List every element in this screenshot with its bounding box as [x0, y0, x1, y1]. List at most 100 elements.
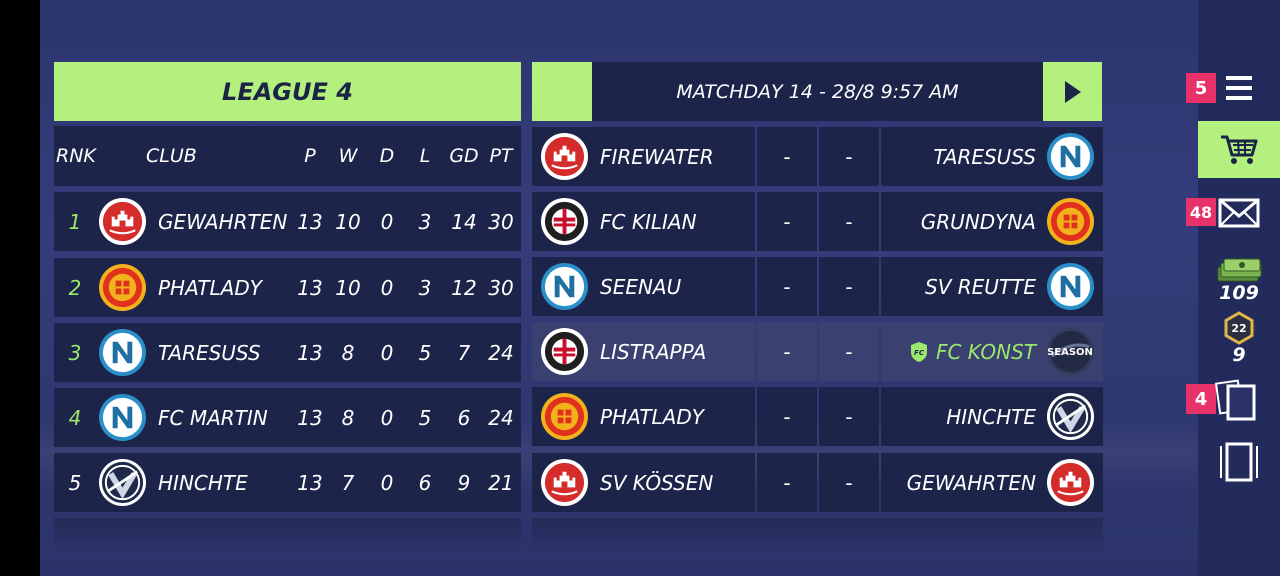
row-won: 10	[335, 275, 361, 300]
col-points: PT	[489, 145, 513, 167]
shopping-cart-icon	[1221, 135, 1258, 164]
red-castle-crest-icon	[98, 197, 147, 246]
manchester-crest-icon	[1046, 197, 1095, 246]
row-won: 8	[341, 405, 355, 430]
fixture-home-score: -	[783, 339, 791, 364]
fixture-away-score: -	[845, 404, 853, 429]
cards-icon[interactable]	[1214, 378, 1260, 422]
table-row[interactable]: 4 FC MARTIN 13 8 0 5 6 24	[54, 388, 521, 447]
fixture-away-club: FC KONST	[935, 339, 1036, 364]
table-row[interactable]: 2 PHATLADY 13 10 0 3 12 30	[54, 258, 521, 317]
fixture-row[interactable]: FC KILIAN - - GRUNDYNA	[532, 192, 1103, 251]
col-played: P	[304, 145, 316, 167]
fixture-row[interactable]: FIREWATER - - TARESUSS	[532, 127, 1103, 186]
n-crest-icon	[540, 262, 589, 311]
own-club-badge-text: FC	[914, 349, 925, 357]
fixture-home-club: SV KÖSSEN	[600, 470, 714, 495]
cards-badge: 4	[1186, 384, 1216, 414]
row-lost: 3	[418, 209, 432, 234]
matchday-banner: MATCHDAY 14 - 28/8 9:57 AM	[592, 62, 1043, 121]
fixture-away-score: -	[845, 209, 853, 234]
milan-crest-icon	[540, 327, 589, 376]
play-arrow-icon	[1064, 80, 1081, 103]
fixture-score-panel	[757, 387, 817, 446]
fixture-home-score: -	[783, 404, 791, 429]
row-rank: 3	[68, 340, 82, 365]
col-goal-diff: GD	[449, 145, 479, 167]
n-crest-icon	[98, 393, 147, 442]
fixture-row[interactable]: SV KÖSSEN - - GEWAHRTEN	[532, 453, 1103, 512]
fullscreen-frame-icon[interactable]	[1218, 440, 1260, 484]
mail-badge-count: 48	[1189, 202, 1213, 222]
menu-badge-count: 5	[1194, 77, 1208, 99]
row-club: GEWAHRTEN	[158, 209, 288, 234]
fixture-away-club-own: FC FC KONST	[910, 322, 1036, 381]
fixture-away-club: TARESUSS	[933, 144, 1036, 169]
table-row[interactable]: 1 GEWAHRTEN 13 10 0 3 14 30	[54, 192, 521, 251]
league-title: LEAGUE 4	[222, 77, 353, 106]
next-matchday-button[interactable]	[1043, 62, 1102, 121]
col-lost: L	[419, 145, 431, 167]
next-fixture-fade	[532, 518, 1103, 552]
row-played: 13	[297, 209, 323, 234]
row-goal-diff: 12	[451, 275, 477, 300]
n-crest-icon	[1046, 132, 1095, 181]
fixture-score-panel	[757, 257, 817, 316]
row-drawn: 0	[380, 209, 394, 234]
row-drawn: 0	[380, 340, 394, 365]
row-goal-diff: 7	[457, 340, 471, 365]
row-lost: 5	[418, 405, 432, 430]
row-lost: 3	[418, 275, 432, 300]
matchday-accent	[532, 62, 592, 121]
fixture-row[interactable]: SEENAU - - SV REUTTE	[532, 257, 1103, 316]
row-club: FC MARTIN	[158, 405, 268, 430]
mail-envelope-icon[interactable]	[1218, 198, 1260, 228]
table-row[interactable]: 3 TARESUSS 13 8 0 5 7 24	[54, 323, 521, 382]
fixture-home-score: -	[783, 209, 791, 234]
row-won: 10	[335, 209, 361, 234]
token-level: 22	[1231, 322, 1246, 335]
row-rank: 5	[68, 470, 82, 495]
cash-amount: 109	[1219, 282, 1259, 304]
own-club-shield-icon: FC	[910, 341, 927, 362]
season-crest-icon: SEASON	[1046, 327, 1095, 376]
col-won: W	[338, 145, 358, 167]
row-points: 21	[488, 470, 514, 495]
row-rank: 1	[68, 209, 82, 234]
fixture-score-panel	[757, 453, 817, 512]
fixture-row-own-club[interactable]: LISTRAPPA - - FC FC KONST SEASON	[532, 322, 1103, 381]
fixture-home-club: SEENAU	[600, 274, 682, 299]
cards-badge-count: 4	[1194, 388, 1208, 410]
shop-button[interactable]	[1198, 121, 1280, 178]
fixture-row[interactable]: PHATLADY - - HINCHTE	[532, 387, 1103, 446]
row-won: 8	[341, 340, 355, 365]
milan-crest-icon	[540, 197, 589, 246]
col-rank: RNK	[56, 145, 96, 167]
fixture-away-score: -	[845, 274, 853, 299]
hamburger-menu-icon[interactable]	[1224, 74, 1254, 102]
row-played: 13	[297, 470, 323, 495]
v-crest-icon	[1046, 392, 1095, 441]
fixture-score-panel	[819, 127, 879, 186]
row-points: 30	[488, 209, 514, 234]
cash-stack-icon[interactable]	[1214, 257, 1264, 285]
row-lost: 6	[418, 470, 432, 495]
fixture-score-panel	[819, 453, 879, 512]
hexagon-token-icon[interactable]: 22	[1222, 311, 1256, 345]
row-played: 13	[297, 405, 323, 430]
fixture-score-panel	[819, 322, 879, 381]
table-row[interactable]: 5 HINCHTE 13 7 0 6 9 21	[54, 453, 521, 512]
fixture-away-club: GEWAHRTEN	[906, 470, 1036, 495]
fixture-home-club: PHATLADY	[600, 404, 704, 429]
row-rank: 4	[68, 405, 82, 430]
red-castle-crest-icon	[540, 458, 589, 507]
row-rank: 2	[68, 275, 82, 300]
fixture-score-panel	[757, 192, 817, 251]
token-amount: 9	[1232, 344, 1246, 366]
menu-badge: 5	[1186, 73, 1216, 103]
standings-header: RNK CLUB P W D L GD PT	[54, 126, 521, 186]
v-crest-icon	[98, 458, 147, 507]
col-drawn: D	[379, 145, 395, 167]
fixture-away-club: HINCHTE	[946, 404, 1036, 429]
fixture-away-club: GRUNDYNA	[920, 209, 1036, 234]
